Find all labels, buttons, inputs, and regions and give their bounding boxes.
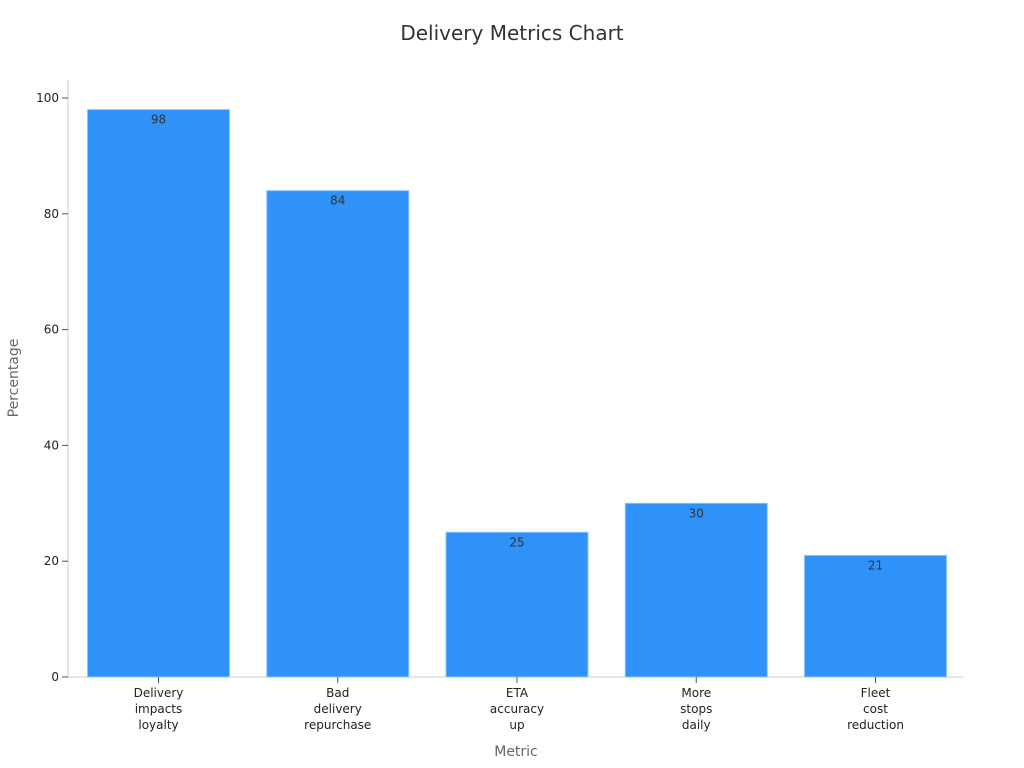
x-tick-label: Delivery impacts loyalty	[134, 686, 184, 732]
bar-value-label: 84	[330, 194, 345, 208]
x-axis-label: Metric	[494, 744, 538, 760]
bar	[804, 554, 947, 678]
x-tick-label: Fleet cost reduction	[847, 686, 904, 732]
y-tick-label: 40	[44, 438, 59, 452]
x-tick-label: More stops daily	[680, 686, 712, 732]
x-tick-label-line: cost	[863, 702, 888, 716]
bar-value-label: 21	[868, 558, 883, 572]
chart-title: Delivery Metrics Chart	[400, 21, 623, 45]
x-tick-label-line: Delivery	[134, 686, 184, 700]
x-tick-label-line: More	[681, 686, 711, 700]
x-tick-label-line: ETA	[506, 686, 529, 700]
x-tick-label-line: Fleet	[861, 686, 891, 700]
bar	[266, 190, 410, 678]
bar	[445, 531, 589, 678]
bar	[87, 109, 230, 678]
x-tick-label-line: impacts	[135, 702, 183, 716]
bar-value-label: 98	[151, 113, 166, 127]
x-tick-label-line: reduction	[847, 718, 904, 732]
x-tick-label-line: stops	[680, 702, 712, 716]
bar-value-label: 25	[509, 535, 524, 549]
y-axis-label: Percentage	[6, 339, 22, 418]
x-tick-label-line: daily	[682, 718, 711, 732]
y-tick-label: 80	[44, 207, 59, 221]
y-tick-label: 20	[44, 554, 59, 568]
bar	[624, 502, 768, 678]
y-tick-label: 100	[36, 91, 59, 105]
x-tick-label: ETA accuracy up	[490, 686, 544, 732]
x-tick-label-line: up	[509, 718, 524, 732]
y-tick-label: 0	[51, 670, 59, 684]
x-ticks-group: Delivery impacts loyalty Bad delivery repurch…	[134, 677, 904, 732]
bars-group: 98 84 25 30 21	[87, 109, 947, 678]
y-tick-label: 60	[44, 323, 59, 337]
x-tick-label-line: accuracy	[490, 702, 544, 716]
bar-value-label: 30	[689, 506, 704, 520]
x-tick-label-line: delivery	[314, 702, 362, 716]
x-tick-label-line: loyalty	[138, 718, 178, 732]
x-tick-label: Bad delivery repurchase	[304, 686, 371, 732]
x-tick-label-line: repurchase	[304, 718, 371, 732]
x-tick-label-line: Bad	[326, 686, 349, 700]
y-ticks-group: 0 20 40 60 80 100	[36, 91, 68, 684]
